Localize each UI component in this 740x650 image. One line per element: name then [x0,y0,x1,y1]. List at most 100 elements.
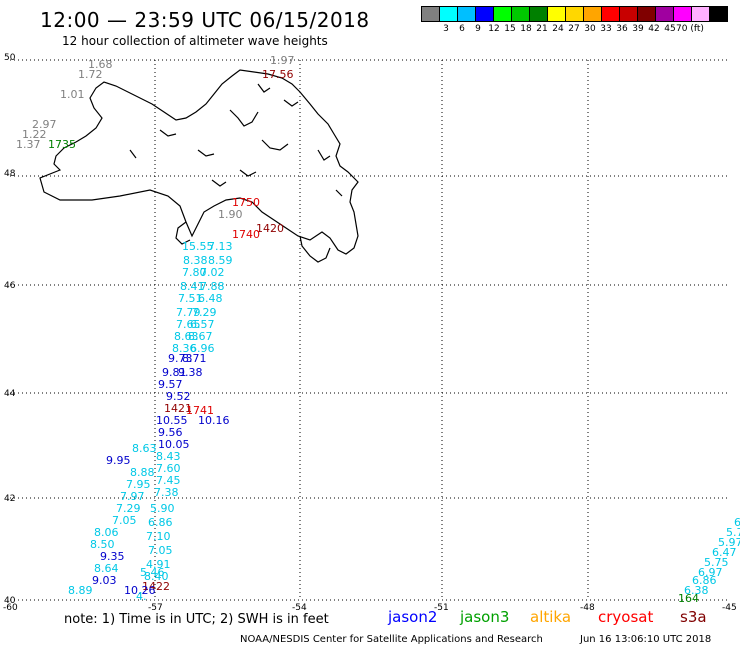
legend-label: 3 [443,24,449,34]
legend-label: 12 [488,24,500,34]
wave-height-label: 6.96 [190,342,215,355]
wave-height-label: 6.57 [190,318,215,331]
wave-height-label: 1.97 [270,54,295,67]
wave-height-label: 7.60 [156,462,181,475]
wave-height-label: 1741 [186,404,214,417]
wave-height-label: 1.90 [218,208,243,221]
wave-height-label: 1735 [48,138,76,151]
wave-height-label: 1.68 [88,58,113,71]
wave-height-label: 9.52 [166,390,191,403]
wave-height-label: 1750 [232,196,260,209]
lon-label: -51 [434,603,449,613]
wave-height-label: 9.35 [100,550,125,563]
wave-height-label: 7.95 [126,478,151,491]
lon-label: -54 [292,603,307,613]
wave-height-label: 10.05 [158,438,190,451]
wave-height-label: 7.79 [176,306,201,319]
wave-height-label: 7.29 [192,306,217,319]
wave-height-label: 1420 [256,222,284,235]
wave-height-label: 4. [136,590,147,603]
wave-height-label: 7.97 [120,490,145,503]
wave-height-label: 8.89 [68,584,93,597]
wave-height-label: 8.67 [188,330,213,343]
lon-label: -45 [722,603,737,613]
legend-swatch [709,6,728,22]
axis-labels: 50 48 46 44 42 40 -60 -57 -54 -51 -48 -4… [3,53,737,613]
wave-height-label: 8.63 [132,442,157,455]
legend-labels: 3 6 9 12 15 18 21 24 27 30 33 36 39 42 45 70 (ft) [422,22,728,36]
wave-height-label: 15.55 [182,240,214,253]
wave-height-label: 8.43 [156,450,181,463]
mission-jason3: jason3 [460,608,510,626]
wave-height-label: 6.47 [712,546,737,559]
wave-height-label: 8.36 [172,342,197,355]
wave-height-label: 8.71 [182,352,207,365]
footer-timestamp: Jun 16 13:06:10 UTC 2018 [580,634,712,645]
legend-label: 24 [552,24,564,34]
map-subtitle: 12 hour collection of altimeter wave hei… [62,34,328,48]
lat-label: 50 [4,53,16,63]
wave-height-label: 9.95 [106,454,131,467]
mission-altika: altika [530,608,572,626]
wave-height-label: 9.38 [178,366,203,379]
lat-label: 48 [4,169,16,179]
wave-height-label: 1422 [142,580,170,593]
wave-height-label: 8.50 [90,538,115,551]
legend-label: 39 [632,24,644,34]
graticule [10,59,730,601]
wave-height-label: 7.29 [116,502,141,515]
lat-label: 46 [4,281,16,291]
wave-height-label: 5.78 [726,526,740,539]
wave-height-label: 10.55 [156,414,188,427]
wave-height-label: 7.38 [154,486,179,499]
wave-height-label: 7.80 [182,266,207,279]
wave-height-label: 7.13 [208,240,233,253]
legend-label: 21 [536,24,548,34]
wave-height-label: 7.88 [200,280,225,293]
wave-height-label: 5.46 [140,566,165,579]
wave-height-label: 5.97 [718,536,740,549]
wave-height-label: 1.22 [22,128,47,141]
legend-label: 30 [584,24,596,34]
wave-height-label: 6.0 [734,516,740,529]
wave-height-label: 5.75 [704,556,729,569]
mission-jason2: jason2 [388,608,438,626]
mission-cryosat: cryosat [598,608,654,626]
legend-label: 27 [568,24,580,34]
wave-height-label: 6.97 [698,566,723,579]
wave-height-label: 7.10 [146,530,171,543]
wave-height-label: 6.86 [148,516,173,529]
coastline [39,69,359,263]
lon-label: -57 [148,603,163,613]
wave-height-label: 6.48 [198,292,223,305]
wave-height-label: 5.90 [150,502,175,515]
wave-height-label: 8.38 [183,254,208,267]
wave-height-label: 1.01 [60,88,85,101]
wave-height-label: 9.03 [92,574,117,587]
legend-label: 6 [459,24,465,34]
legend-label: 9 [475,24,481,34]
wave-height-label: 8.41 [180,280,205,293]
lon-label: -60 [3,603,18,613]
wave-height-label: 7.05 [112,514,137,527]
wave-height-label: 1740 [232,228,260,241]
wave-height-label: 9.57 [158,378,183,391]
map-title: 12:00 — 23:59 UTC 06/15/2018 [40,8,370,32]
legend-label: 33 [600,24,612,34]
legend-label: 36 [616,24,628,34]
wave-height-label: 8.64 [94,562,119,575]
wave-height-label: 6.38 [684,584,709,597]
footer-credit: NOAA/NESDIS Center for Satellite Applica… [240,634,543,645]
wave-height-label: 1421 [164,402,192,415]
wave-height-label: 8.63 [174,330,199,343]
wave-height-label: 4.91 [146,558,171,571]
wave-height-label: 164 [678,592,699,605]
wave-height-label: 8.06 [94,526,119,539]
wave-height-label: 1.37 [16,138,41,151]
lat-label: 42 [4,494,15,504]
legend-label: 18 [520,24,532,34]
wave-height-label: 8.40 [144,570,169,583]
lon-label: -48 [580,603,595,613]
color-legend: 3 6 9 12 15 18 21 24 27 30 33 36 39 42 45 70 (ft) [421,6,728,36]
